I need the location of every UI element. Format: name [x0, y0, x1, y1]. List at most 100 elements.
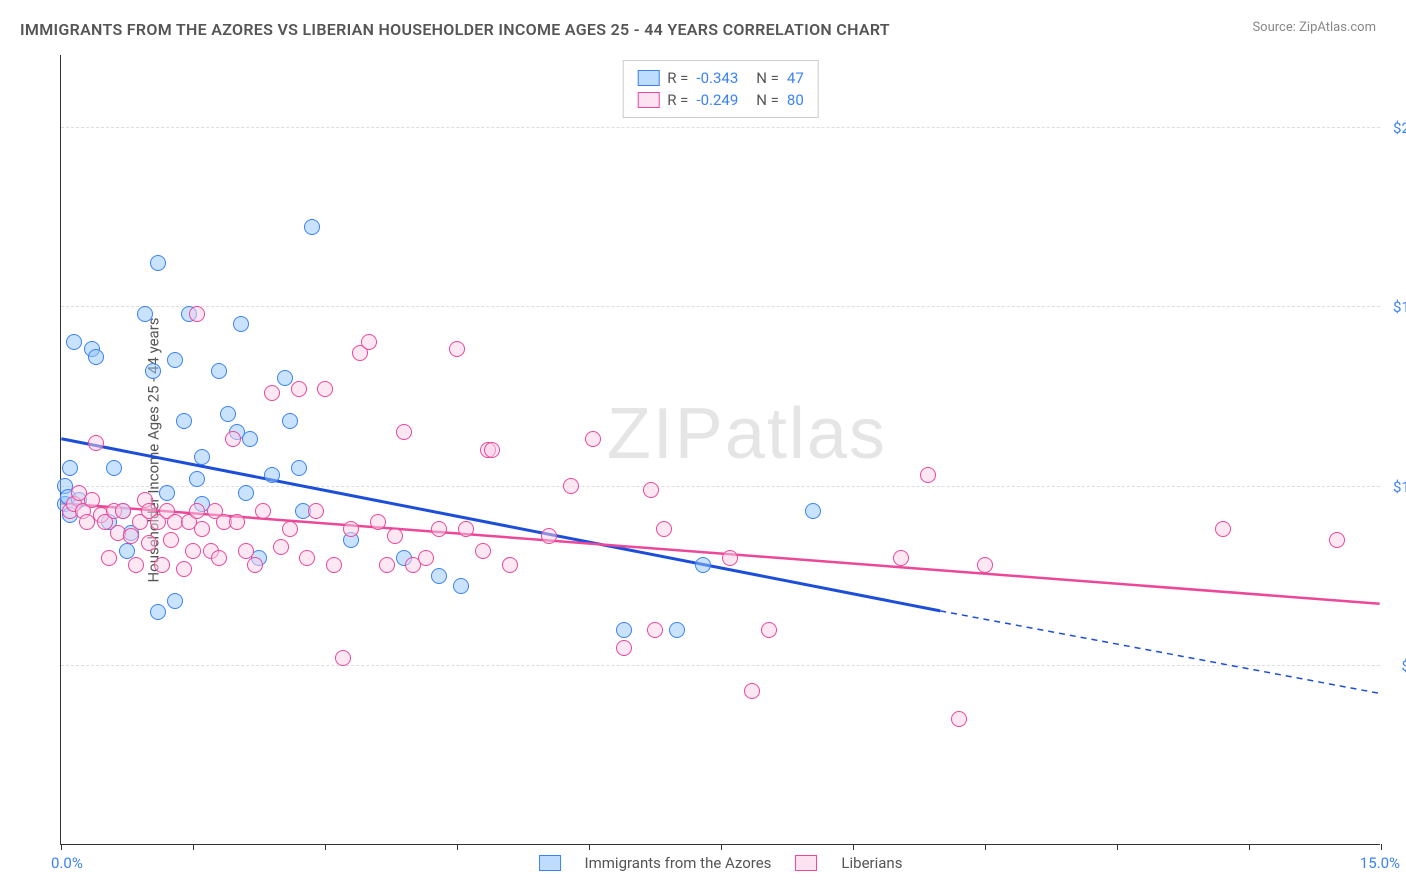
data-point — [159, 485, 175, 501]
data-point — [167, 593, 183, 609]
data-point — [449, 341, 465, 357]
chart-plot-area: ZIPatlas Householder Income Ages 25 - 44… — [60, 55, 1380, 845]
data-point — [273, 539, 289, 555]
r-label: R = — [667, 91, 688, 109]
data-point — [317, 381, 333, 397]
data-point — [233, 316, 249, 332]
data-point — [154, 557, 170, 573]
data-point — [247, 557, 263, 573]
data-point — [475, 543, 491, 559]
data-point — [211, 550, 227, 566]
x-tick — [193, 844, 194, 850]
legend-swatch-icon — [539, 855, 561, 871]
data-point — [101, 550, 117, 566]
x-axis-max-label: 15.0% — [1360, 854, 1400, 872]
data-point — [951, 711, 967, 727]
data-point — [141, 535, 157, 551]
data-point — [189, 306, 205, 322]
data-point — [616, 622, 632, 638]
gridline: $50,000 — [61, 665, 1380, 666]
data-point — [695, 557, 711, 573]
correlation-stats-box: R = -0.343 N = 47 R = -0.249 N = 80 — [622, 60, 819, 118]
n-label: N = — [756, 91, 779, 109]
data-point — [150, 255, 166, 271]
data-point — [150, 604, 166, 620]
data-point — [176, 413, 192, 429]
data-point — [1215, 521, 1231, 537]
source-label: Source: — [1252, 20, 1295, 35]
data-point — [920, 467, 936, 483]
data-point — [458, 521, 474, 537]
data-point — [805, 503, 821, 519]
data-point — [343, 521, 359, 537]
n-label: N = — [756, 69, 779, 87]
data-point — [194, 449, 210, 465]
data-point — [229, 514, 245, 530]
r-value: -0.343 — [696, 69, 738, 87]
data-point — [62, 460, 78, 476]
data-point — [255, 503, 271, 519]
data-point — [128, 557, 144, 573]
data-point — [669, 622, 685, 638]
watermark-text: ZIPatlas — [607, 393, 887, 475]
data-point — [238, 543, 254, 559]
gridline: $200,000 — [61, 127, 1380, 128]
data-point — [563, 478, 579, 494]
x-axis-min-label: 0.0% — [51, 854, 83, 872]
source-attribution: Source: ZipAtlas.com — [1252, 20, 1376, 35]
stats-row-liberians: R = -0.249 N = 80 — [637, 89, 804, 111]
x-tick — [61, 844, 62, 850]
data-point — [361, 334, 377, 350]
data-point — [176, 561, 192, 577]
chart-title: IMMIGRANTS FROM THE AZORES VS LIBERIAN H… — [20, 20, 890, 39]
data-point — [225, 431, 241, 447]
y-tick-label: $50,000 — [1385, 657, 1406, 675]
data-point — [88, 435, 104, 451]
data-point — [106, 460, 122, 476]
data-point — [643, 482, 659, 498]
data-point — [387, 528, 403, 544]
x-tick — [721, 844, 722, 850]
x-tick — [589, 844, 590, 850]
data-point — [264, 467, 280, 483]
x-tick — [1249, 844, 1250, 850]
data-point — [656, 521, 672, 537]
data-point — [88, 349, 104, 365]
y-tick-label: $100,000 — [1385, 478, 1406, 496]
source-link[interactable]: ZipAtlas.com — [1299, 20, 1376, 35]
data-point — [123, 528, 139, 544]
data-point — [616, 640, 632, 656]
data-point — [396, 424, 412, 440]
data-point — [238, 485, 254, 501]
data-point — [84, 492, 100, 508]
data-point — [326, 557, 342, 573]
trend-lines — [61, 55, 1380, 844]
data-point — [189, 471, 205, 487]
data-point — [484, 442, 500, 458]
data-point — [370, 514, 386, 530]
data-point — [119, 543, 135, 559]
data-point — [264, 385, 280, 401]
y-tick-label: $150,000 — [1385, 298, 1406, 316]
x-tick — [325, 844, 326, 850]
x-tick — [985, 844, 986, 850]
stats-row-azores: R = -0.343 N = 47 — [637, 67, 804, 89]
r-value: -0.249 — [696, 91, 738, 109]
legend-label: Immigrants from the Azores — [585, 854, 772, 872]
x-tick — [1117, 844, 1118, 850]
x-tick — [457, 844, 458, 850]
data-point — [304, 219, 320, 235]
data-point — [761, 622, 777, 638]
swatch-icon — [637, 92, 659, 108]
data-point — [308, 503, 324, 519]
data-point — [585, 431, 601, 447]
x-tick — [853, 844, 854, 850]
data-point — [418, 550, 434, 566]
data-point — [541, 528, 557, 544]
data-point — [194, 521, 210, 537]
data-point — [185, 543, 201, 559]
data-point — [453, 578, 469, 594]
data-point — [137, 306, 153, 322]
data-point — [299, 550, 315, 566]
data-point — [282, 521, 298, 537]
